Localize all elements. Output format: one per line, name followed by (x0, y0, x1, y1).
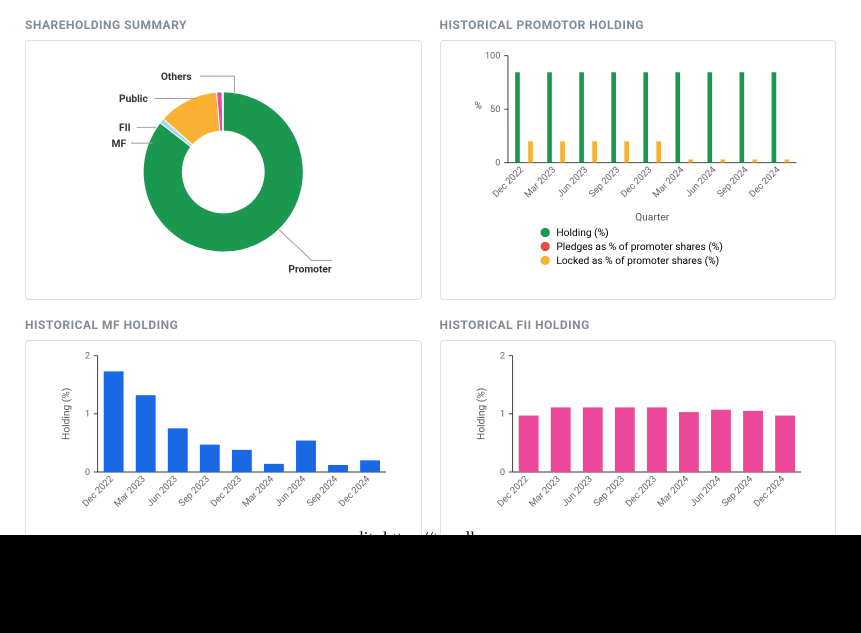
x-tick-label: Dec 2024 (747, 164, 783, 200)
promoter-bar[interactable] (784, 159, 789, 162)
donut-label-promoter: Promoter (288, 264, 332, 275)
legend-label: Locked as % of promoter shares (%) (556, 255, 719, 267)
bar[interactable] (711, 410, 731, 472)
svg-text:Holding (%): Holding (%) (61, 388, 73, 440)
bar[interactable] (743, 411, 763, 472)
promoter-bar[interactable] (675, 72, 680, 162)
x-tick-label: Dec 2023 (618, 164, 653, 199)
svg-text:100: 100 (484, 51, 500, 61)
promoter-bar[interactable] (624, 141, 629, 162)
x-tick-label: Dec 2023 (209, 474, 244, 509)
legend-swatch (540, 242, 549, 251)
promoter-bar[interactable] (643, 72, 648, 162)
bar[interactable] (678, 412, 698, 472)
svg-text:0: 0 (499, 467, 504, 478)
svg-text:2: 2 (499, 351, 504, 361)
bar[interactable] (550, 407, 570, 472)
x-tick-label: Sep 2023 (586, 164, 621, 199)
promoter-bar[interactable] (707, 72, 712, 162)
credit-bar (0, 535, 861, 633)
promoter-bar[interactable] (515, 72, 520, 162)
x-tick-label: Mar 2024 (650, 164, 686, 200)
legend-label: Pledges as % of promoter shares (%) (556, 241, 722, 253)
promoter-bar[interactable] (720, 159, 725, 162)
x-tick-label: Mar 2023 (522, 164, 558, 200)
x-tick-label: Dec 2024 (337, 473, 373, 509)
donut-label-fii: FII (119, 123, 131, 134)
promoter-bar[interactable] (771, 72, 776, 162)
x-tick-label: Jun 2024 (683, 164, 719, 200)
promoter-bar[interactable] (688, 159, 693, 162)
svg-text:Holding (%): Holding (%) (475, 388, 487, 440)
x-tick-label: Sep 2024 (719, 473, 755, 509)
x-tick-label: Dec 2022 (495, 474, 530, 509)
bar[interactable] (200, 445, 220, 472)
promoter-bar[interactable] (656, 141, 661, 162)
bar[interactable] (296, 441, 316, 472)
promoter-bar[interactable] (547, 72, 552, 162)
promoter-bar[interactable] (528, 141, 533, 162)
x-tick-label: Jun 2024 (688, 473, 724, 509)
donut-label-public: Public (119, 94, 148, 105)
donut-label-mf: MF (112, 139, 127, 150)
bar[interactable] (775, 416, 795, 472)
x-tick-label: Mar 2023 (527, 474, 563, 510)
bar[interactable] (136, 395, 156, 472)
x-tick-label: Dec 2023 (623, 474, 658, 509)
bar[interactable] (646, 407, 666, 472)
mf-title: HISTORICAL MF HOLDING (25, 318, 422, 332)
promoter-bar[interactable] (592, 141, 597, 162)
donut-slice-mf[interactable] (222, 92, 223, 131)
promoter-card: 050100%Dec 2022Mar 2023Jun 2023Sep 2023D… (440, 40, 837, 300)
bar[interactable] (360, 460, 380, 472)
x-tick-label: Dec 2022 (80, 474, 115, 509)
bar[interactable] (518, 416, 538, 472)
x-tick-label: Jun 2023 (555, 164, 590, 199)
svg-text:Quarter: Quarter (635, 212, 670, 223)
x-tick-label: Jun 2024 (273, 473, 309, 509)
x-tick-label: Sep 2023 (591, 474, 626, 509)
bar[interactable] (582, 407, 602, 472)
fii-title: HISTORICAL FII HOLDING (440, 318, 837, 332)
x-tick-label: Dec 2024 (751, 473, 787, 509)
legend-swatch (540, 256, 549, 265)
x-tick-label: Dec 2022 (490, 164, 525, 199)
promoter-title: HISTORICAL PROMOTOR HOLDING (440, 18, 837, 32)
bar[interactable] (168, 428, 188, 472)
x-tick-label: Mar 2024 (655, 473, 691, 509)
donut-title: SHAREHOLDING SUMMARY (25, 18, 422, 32)
legend-label: Holding (%) (556, 227, 608, 239)
x-tick-label: Jun 2023 (559, 474, 594, 509)
donut-chart: Others Public FII MF Promoter (36, 51, 411, 279)
svg-text:0: 0 (495, 157, 500, 168)
bar[interactable] (328, 465, 348, 472)
x-tick-label: Jun 2023 (145, 474, 180, 509)
promoter-bar[interactable] (560, 141, 565, 162)
donut-label-others: Others (161, 72, 192, 83)
bar[interactable] (104, 371, 124, 472)
svg-text:2: 2 (85, 351, 90, 361)
x-tick-label: Sep 2023 (177, 474, 212, 509)
svg-text:1: 1 (85, 409, 90, 420)
x-tick-label: Sep 2024 (715, 164, 751, 200)
svg-text:0: 0 (85, 467, 90, 478)
promoter-bar[interactable] (739, 72, 744, 162)
promoter-bar[interactable] (611, 72, 616, 162)
svg-text:50: 50 (490, 104, 500, 115)
svg-text:1: 1 (499, 409, 504, 420)
svg-text:%: % (474, 101, 482, 112)
x-tick-label: Sep 2024 (305, 473, 341, 509)
x-tick-label: Mar 2024 (240, 473, 276, 509)
bar[interactable] (232, 450, 252, 472)
x-tick-label: Mar 2023 (112, 474, 148, 510)
bar[interactable] (264, 464, 284, 472)
promoter-bar[interactable] (579, 72, 584, 162)
promoter-chart: 050100%Dec 2022Mar 2023Jun 2023Sep 2023D… (451, 51, 826, 279)
legend-swatch (540, 228, 549, 237)
donut-card: Others Public FII MF Promoter (25, 40, 422, 300)
bar[interactable] (614, 407, 634, 472)
promoter-bar[interactable] (752, 159, 757, 162)
